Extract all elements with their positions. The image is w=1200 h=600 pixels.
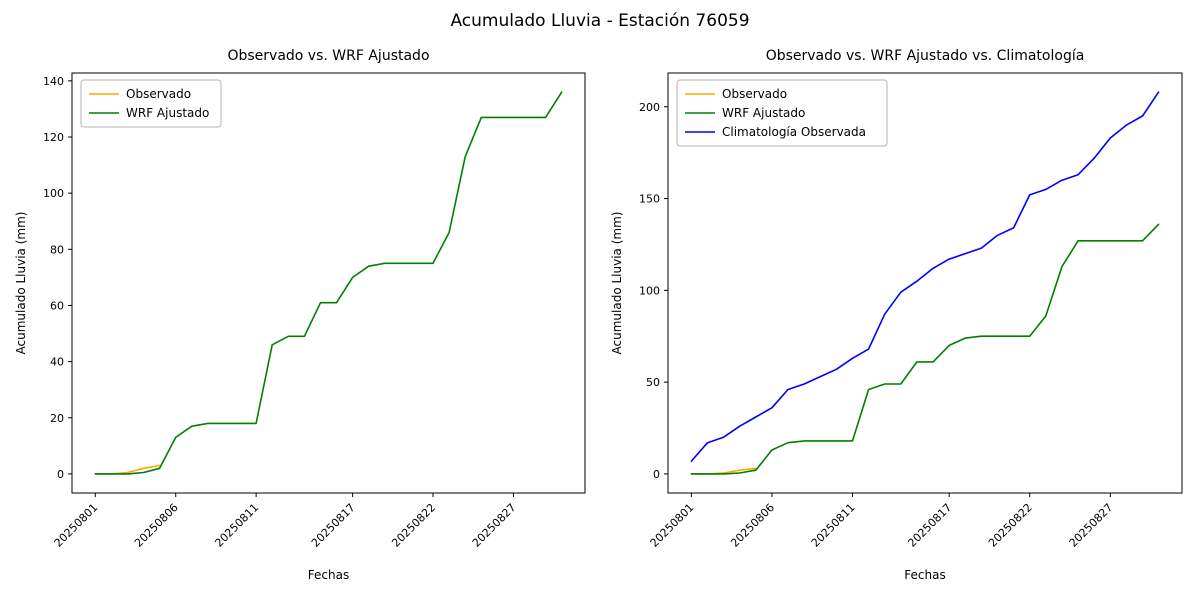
y-tick-label: 60: [50, 299, 64, 312]
y-tick-label: 20: [50, 412, 64, 425]
figure-title: Acumulado Lluvia - Estación 76059: [450, 11, 750, 31]
series-line-observado: [94, 464, 161, 475]
y-tick-label: 40: [50, 356, 64, 369]
x-tick-label: 20250811: [212, 501, 261, 550]
legend-label-observado: Observado: [126, 87, 191, 101]
legend-box: [80, 79, 222, 128]
x-tick-label: 20250811: [809, 501, 858, 550]
y-tick-label: 120: [43, 131, 64, 144]
x-tick-label: 20250801: [52, 501, 101, 550]
right-chart: 0 50 100 150 200 20250801 20250806 20250811 2025…: [610, 72, 1183, 582]
axes-frame: [667, 72, 1183, 494]
x-tick-label: 20250817: [309, 501, 358, 550]
y-tick-label: 0: [57, 468, 64, 481]
x-tick-label: 20250827: [470, 501, 519, 550]
legend: Observado WRF Ajustado: [80, 79, 222, 128]
x-tick-label: 20250822: [389, 501, 438, 550]
legend-label-observado: Observado: [722, 87, 787, 101]
x-tick-label: 20250806: [728, 501, 777, 550]
series-line-wrf-ajustado: [94, 91, 563, 475]
x-tick-label: 20250827: [1067, 501, 1116, 550]
y-tick-label: 80: [50, 243, 64, 256]
left-chart: 0 20 40 60 80 100 120 140 20250801 20250806 202508…: [14, 72, 586, 582]
x-tick-label: 20250801: [648, 501, 697, 550]
legend-label-climatologia-observada: Climatología Observada: [722, 125, 866, 139]
y-tick-label: 0: [653, 468, 660, 481]
legend-box: [676, 79, 888, 147]
y-tick-label: 50: [646, 376, 660, 389]
left-chart-title: Observado vs. WRF Ajustado: [227, 48, 430, 64]
right-chart-title: Observado vs. WRF Ajustado vs. Climatolo…: [765, 48, 1085, 64]
x-tick-label: 20250817: [906, 501, 955, 550]
series-line-wrf-ajustado: [690, 223, 1160, 475]
x-axis-label: Fechas: [904, 568, 945, 582]
y-tick-label: 100: [43, 187, 64, 200]
axes-frame: [71, 72, 586, 494]
legend-label-wrf-ajustado: WRF Ajustado: [722, 106, 805, 120]
legend: Observado WRF Ajustado Climatología Observ…: [676, 79, 888, 147]
x-tick-label: 20250822: [986, 501, 1035, 550]
y-axis-label: Acumulado Lluvia (mm): [610, 212, 624, 355]
y-tick-label: 100: [639, 284, 660, 297]
x-axis-label: Fechas: [308, 568, 349, 582]
y-tick-label: 150: [639, 193, 660, 206]
y-tick-label: 140: [43, 75, 64, 88]
y-tick-label: 200: [639, 101, 660, 114]
x-tick-label: 20250806: [132, 501, 181, 550]
legend-label-wrf-ajustado: WRF Ajustado: [126, 106, 209, 120]
series-line-climatologia-observada: [690, 91, 1160, 462]
y-axis-label: Acumulado Lluvia (mm): [14, 212, 28, 355]
